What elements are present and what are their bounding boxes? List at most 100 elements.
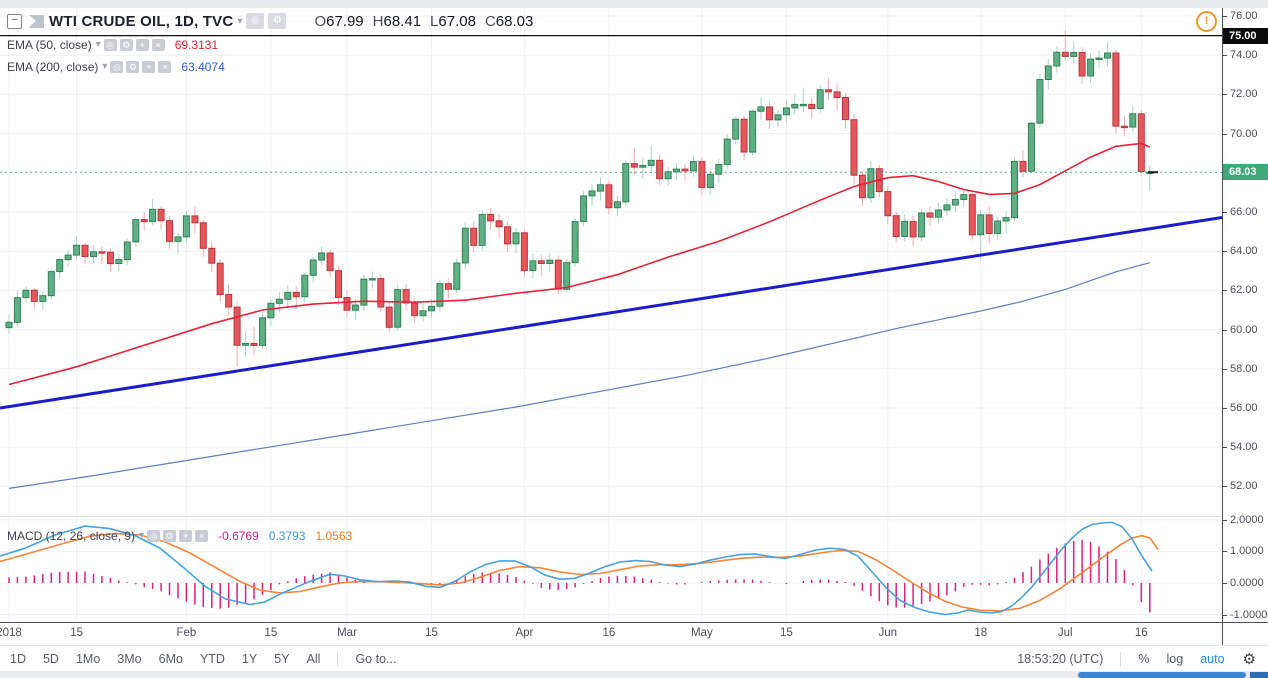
price-tick-mark <box>1223 447 1227 449</box>
eye-button[interactable]: ◎ <box>103 38 117 51</box>
macd-label[interactable]: MACD (12, 26, close, 9) <box>7 528 136 543</box>
chevron-down-icon[interactable]: ▾ <box>95 39 101 50</box>
toolbar-divider <box>1120 651 1122 667</box>
symbol-logo-icon <box>29 14 44 28</box>
time-axis-label: 15 <box>70 627 83 639</box>
close-button[interactable]: × <box>195 529 209 542</box>
last-price-label: 68.03 <box>1223 164 1268 180</box>
bottom-toolbar: 1D 5D 1Mo 3Mo 6Mo YTD 1Y 5Y All Go to...… <box>0 645 1268 672</box>
low-label: L <box>430 12 439 30</box>
high-value: 68.41 <box>383 12 422 30</box>
compare-button[interactable]: ◎ <box>246 13 265 29</box>
macd-legend: MACD (12, 26, close, 9) ▾ ◎ ⚙ + × -0.676… <box>7 528 352 543</box>
eye-button[interactable]: ◎ <box>110 60 124 73</box>
price-tick-mark <box>1223 212 1227 213</box>
scrollbar-corner[interactable] <box>1250 672 1268 678</box>
time-axis-label: 16 <box>602 627 616 639</box>
ema200-legend: EMA (200, close) ▾ ◎ ⚙ + × 63.4074 <box>7 59 225 74</box>
price-axis[interactable]: 75.00 68.03 76.00 74.00 72.00 70.00 66.00 64.… <box>1223 8 1268 622</box>
time-axis-label: 16 <box>1134 627 1148 639</box>
price-tick-mark <box>1223 368 1227 370</box>
time-axis-label: Apr <box>515 627 534 639</box>
alert-icon[interactable]: ! <box>1196 11 1217 32</box>
ema50-label[interactable]: EMA (50, close) <box>7 37 92 52</box>
time-axis-border <box>0 622 1268 623</box>
open-value: 67.99 <box>326 12 364 30</box>
high-label: H <box>372 12 384 30</box>
price-tick-label: 58.00 <box>1230 362 1258 375</box>
close-button[interactable]: × <box>151 38 165 51</box>
alert-price-label[interactable]: 75.00 <box>1223 28 1268 44</box>
price-tick-mark <box>1223 486 1227 488</box>
settings-button[interactable]: ⚙ <box>268 13 287 29</box>
price-tick-mark <box>1223 133 1227 135</box>
time-axis-label: Jul <box>1057 627 1073 639</box>
toolbar-divider <box>337 651 339 667</box>
macd-tick-label: 2.0000 <box>1230 513 1264 526</box>
gear-button[interactable]: ⚙ <box>163 529 177 542</box>
add-alert-button[interactable]: + <box>179 529 193 542</box>
gear-button[interactable]: ⚙ <box>119 38 133 51</box>
chevron-down-icon[interactable]: ▾ <box>139 530 145 541</box>
open-label: O <box>314 12 327 30</box>
price-tick-mark <box>1223 251 1227 253</box>
time-axis-label: Feb <box>176 627 197 639</box>
auto-scale-button[interactable]: auto <box>1200 652 1225 666</box>
top-strip <box>0 0 1268 8</box>
price-tick-label: 74.00 <box>1230 49 1258 62</box>
macd-tick-label: -1.0000 <box>1230 608 1268 621</box>
eye-button[interactable]: ◎ <box>147 529 161 542</box>
price-tick-label: 66.00 <box>1230 206 1258 218</box>
range-ytd[interactable]: YTD <box>199 652 225 666</box>
range-6mo[interactable]: 6Mo <box>158 652 183 666</box>
gear-button[interactable]: ⚙ <box>126 60 140 73</box>
macd-tick-label: 1.0000 <box>1230 545 1264 558</box>
collapse-icon[interactable]: − <box>7 13 22 29</box>
ema50-legend: EMA (50, close) ▾ ◎ ⚙ + × 69.3131 <box>7 37 218 52</box>
price-tick-label: 76.00 <box>1230 10 1258 22</box>
ohlc-readout: O 67.99 H 68.41 L 67.08 C 68.03 <box>314 13 533 30</box>
close-button[interactable]: × <box>158 60 172 73</box>
ema50-value: 69.3131 <box>174 37 219 52</box>
time-axis[interactable]: 2018 15 Feb 15 Mar 15 Apr 16 May 15 Jun 18 Jul 16 <box>0 623 1222 645</box>
time-axis-label: 15 <box>425 627 438 639</box>
price-tick-label: 72.00 <box>1230 88 1258 101</box>
ema200-label[interactable]: EMA (200, close) <box>7 59 99 74</box>
clock-readout[interactable]: 18:53:20 (UTC) <box>1017 652 1104 666</box>
symbol-title[interactable]: WTI CRUDE OIL, 1D, TVC <box>49 12 234 30</box>
percent-scale-button[interactable]: % <box>1138 652 1150 666</box>
price-tick-mark <box>1223 94 1227 96</box>
range-3mo[interactable]: 3Mo <box>117 652 142 666</box>
main-chart-canvas[interactable] <box>0 0 1222 622</box>
time-axis-label: 18 <box>974 627 988 639</box>
add-alert-button[interactable]: + <box>142 60 156 73</box>
macd-tick-mark <box>1223 551 1227 553</box>
range-1y[interactable]: 1Y <box>241 652 258 666</box>
price-tick-label: 62.00 <box>1230 284 1258 297</box>
macd-tick-mark <box>1223 519 1227 521</box>
gear-icon[interactable]: ⚙ <box>1242 651 1256 668</box>
goto-button[interactable]: Go to... <box>355 652 397 666</box>
time-axis-label: Mar <box>337 627 357 639</box>
macd-tick-mark <box>1223 614 1227 616</box>
range-1mo[interactable]: 1Mo <box>75 652 101 666</box>
chevron-down-icon[interactable]: ▾ <box>237 15 243 27</box>
price-tick-label: 64.00 <box>1230 245 1258 258</box>
pane-separator[interactable] <box>0 516 1222 517</box>
scrollbar-thumb[interactable] <box>1078 672 1246 678</box>
price-tick-mark <box>1223 16 1227 17</box>
range-all[interactable]: All <box>306 652 321 666</box>
add-alert-button[interactable]: + <box>135 38 149 51</box>
time-axis-label: 2018 <box>0 627 22 639</box>
range-5y[interactable]: 5Y <box>274 652 290 666</box>
price-tick-label: 56.00 <box>1230 402 1258 414</box>
log-scale-button[interactable]: log <box>1166 652 1184 666</box>
range-1d[interactable]: 1D <box>10 652 26 666</box>
scrollbar-track[interactable] <box>0 671 1268 678</box>
chevron-down-icon[interactable]: ▾ <box>102 61 108 72</box>
price-tick-mark <box>1223 290 1227 292</box>
price-tick-mark <box>1223 55 1227 57</box>
range-5d[interactable]: 5D <box>42 652 59 666</box>
close-label: C <box>484 12 496 30</box>
